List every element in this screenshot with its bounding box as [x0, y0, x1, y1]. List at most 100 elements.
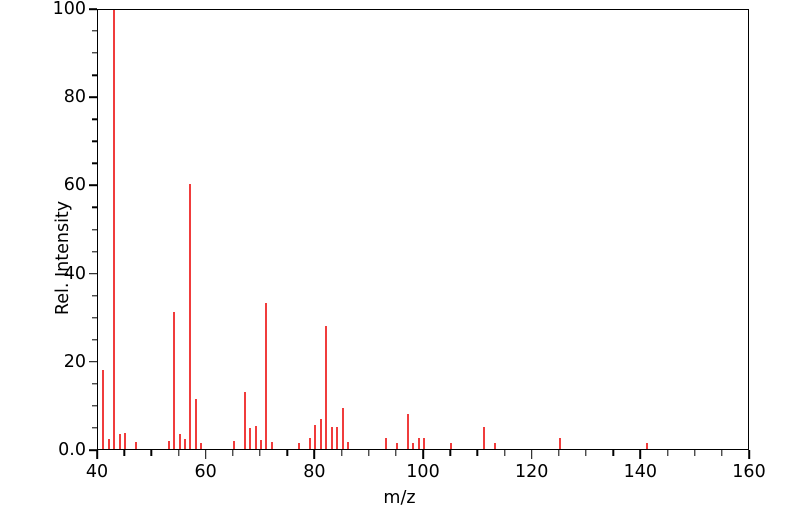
x-tick-minor — [367, 450, 370, 456]
spectrum-peak — [298, 442, 301, 449]
y-tick-major — [89, 96, 97, 98]
y-tick-minor — [92, 405, 97, 407]
x-tick-major — [313, 450, 316, 459]
x-tick-major — [422, 450, 424, 459]
x-tick-major — [639, 450, 642, 459]
spectrum-peak — [330, 427, 333, 449]
y-tick-major — [89, 8, 97, 10]
spectrum-peak — [265, 303, 268, 449]
y-tick-minor — [92, 250, 97, 253]
y-tick-major — [89, 184, 97, 187]
y-tick-major — [89, 449, 97, 451]
y-tick-label: 60 — [63, 175, 86, 196]
spectrum-peak — [135, 441, 138, 449]
spectrum-peak — [232, 440, 235, 449]
y-tick-minor — [92, 206, 97, 209]
spectrum-peak — [412, 442, 415, 449]
x-tick-minor — [476, 450, 479, 456]
x-tick-minor — [150, 450, 153, 456]
spectrum-peak — [118, 433, 121, 449]
spectrum-peak — [113, 10, 116, 449]
y-tick-minor — [92, 74, 97, 76]
x-tick-minor — [259, 450, 261, 456]
spectrum-peak — [341, 408, 344, 449]
spectrum-peak — [249, 427, 252, 449]
x-tick-minor — [721, 450, 723, 456]
x-tick-minor — [232, 450, 234, 456]
y-tick-label: 40 — [63, 263, 86, 284]
y-tick-minor — [92, 316, 97, 319]
spectrum-peak — [336, 426, 339, 449]
spectrum-peak — [200, 443, 203, 449]
spectrum-peak — [423, 437, 425, 449]
plot-area — [97, 9, 749, 450]
y-tick-minor — [92, 118, 97, 120]
y-tick-minor — [92, 383, 97, 385]
spectrum-peak — [243, 391, 246, 449]
spectrum-peak — [124, 433, 127, 449]
x-tick-major — [748, 450, 750, 459]
y-tick-minor — [92, 140, 97, 142]
x-tick-label: 80 — [303, 462, 326, 482]
spectrum-peak — [194, 399, 197, 449]
y-tick-minor — [92, 339, 97, 341]
spectrum-peak — [395, 443, 398, 449]
x-tick-minor — [612, 450, 614, 456]
spectrum-peak — [260, 440, 262, 449]
x-tick-minor — [123, 450, 125, 456]
x-tick-label: 120 — [514, 462, 549, 482]
spectrum-peak — [325, 325, 328, 449]
spectrum-peak — [406, 413, 409, 449]
spectrum-peaks — [98, 10, 748, 449]
y-tick-minor — [92, 30, 97, 32]
y-tick-minor — [92, 228, 97, 231]
spectrum-peak — [167, 440, 170, 449]
y-tick-minor — [92, 294, 97, 297]
spectrum-peak — [173, 312, 176, 449]
spectrum-peak — [270, 441, 273, 449]
x-tick-minor — [286, 450, 288, 456]
spectrum-peak — [178, 433, 181, 449]
spectrum-peak — [493, 443, 496, 449]
x-tick-label: 60 — [194, 462, 217, 482]
spectrum-peak — [314, 424, 317, 449]
x-tick-minor — [449, 450, 451, 456]
x-tick-minor — [340, 450, 343, 456]
y-tick-label: 20 — [63, 351, 86, 372]
x-tick-minor — [693, 450, 696, 456]
x-tick-major — [530, 450, 533, 459]
x-tick-minor — [503, 450, 506, 456]
spectrum-peak — [189, 184, 192, 449]
x-tick-label: 140 — [623, 462, 658, 482]
spectrum-peak — [319, 419, 322, 449]
y-tick-label: 0.0 — [58, 440, 86, 460]
y-tick-minor — [92, 162, 97, 165]
y-tick-label: 80 — [63, 87, 86, 108]
x-tick-label: 100 — [406, 462, 440, 482]
spectrum-peak — [308, 437, 311, 449]
x-tick-label: 40 — [85, 462, 109, 482]
x-tick-major — [204, 450, 207, 459]
spectrum-peak — [558, 437, 561, 449]
x-tick-minor — [558, 450, 560, 456]
x-axis-title: m/z — [383, 488, 416, 508]
y-tick-minor — [92, 52, 97, 54]
spectrum-peak — [450, 442, 453, 449]
spectrum-peak — [417, 437, 420, 449]
y-tick-major — [89, 272, 97, 275]
spectrum-peak — [482, 426, 485, 449]
y-tick-label: 100 — [52, 0, 86, 19]
spectrum-peak — [107, 438, 110, 449]
spectrum-peak — [102, 369, 105, 449]
y-tick-minor — [92, 427, 97, 429]
x-tick-label: 160 — [732, 462, 766, 482]
spectrum-peak — [346, 441, 349, 449]
spectrum-peak — [645, 443, 648, 449]
x-tick-minor — [666, 450, 669, 456]
x-tick-major — [96, 450, 98, 459]
spectrum-peak — [384, 438, 387, 449]
spectrum-peak — [183, 439, 186, 449]
spectrum-peak — [254, 426, 257, 449]
y-tick-major — [89, 361, 97, 363]
